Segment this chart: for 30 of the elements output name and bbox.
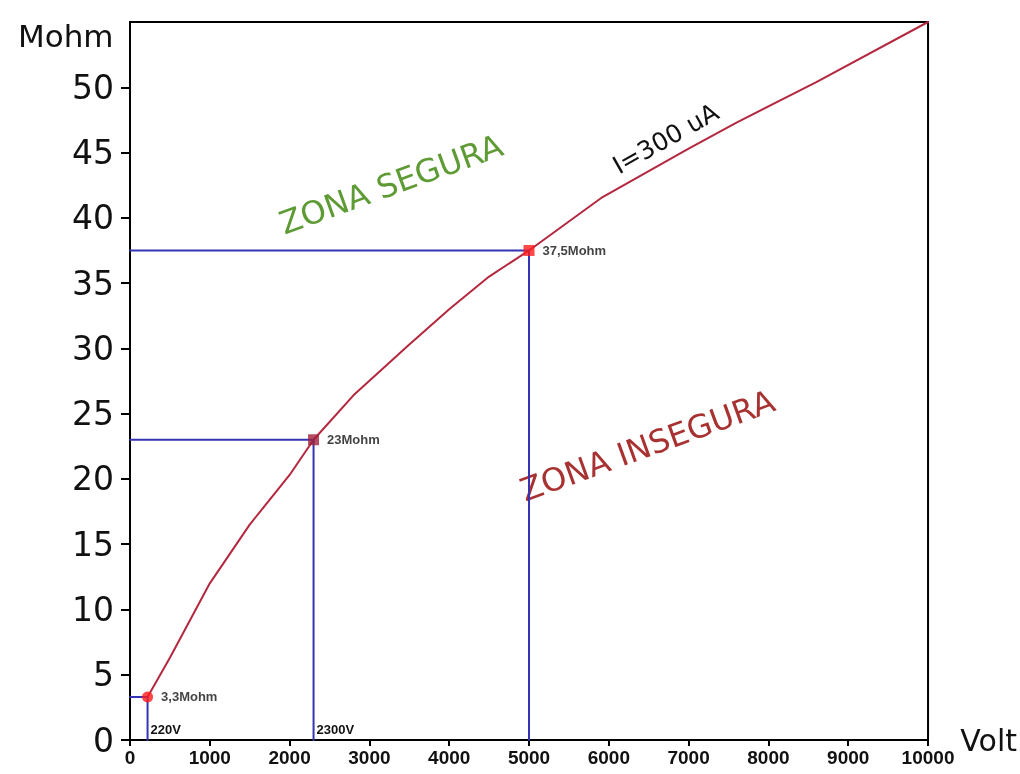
- data-label: 3,3Mohm: [161, 689, 218, 705]
- y-tick-label: 10: [72, 589, 114, 629]
- data-label: 23Mohm: [327, 432, 380, 448]
- y-tick-label: 35: [72, 263, 114, 303]
- data-label: 37,5Mohm: [542, 242, 607, 258]
- x-tick-label: 5000: [507, 747, 551, 768]
- y-tick-label: 30: [72, 328, 114, 368]
- point: [308, 434, 320, 446]
- x-tick-label: 9000: [827, 747, 870, 768]
- x-tick-label: 6000: [587, 747, 630, 768]
- x-tick-label: 4000: [428, 747, 471, 768]
- x-tick-label: 7000: [667, 747, 710, 768]
- y-axis-title: Mohm: [18, 17, 114, 54]
- annotation: 2300V: [316, 722, 355, 737]
- y-tick-label: 20: [72, 459, 114, 499]
- x-axis-title: Volt: [960, 722, 1018, 758]
- x-tick-label: 3000: [348, 747, 391, 768]
- x-tick-label: 2000: [268, 747, 311, 768]
- x-tick-label: 10000: [901, 747, 955, 768]
- y-tick-label: 5: [93, 655, 114, 695]
- annotation: 220V: [150, 722, 182, 737]
- y-tick-label: 45: [72, 133, 114, 173]
- x-tick-label: 0: [124, 747, 136, 768]
- y-tick-label: 15: [72, 524, 114, 564]
- y-tick-label: 40: [72, 198, 114, 238]
- x-tick-label: 1000: [188, 747, 231, 768]
- y-tick-label: 25: [72, 394, 114, 434]
- y-tick-label: 50: [72, 67, 114, 107]
- point: [142, 691, 154, 703]
- x-tick-label: 8000: [747, 747, 790, 768]
